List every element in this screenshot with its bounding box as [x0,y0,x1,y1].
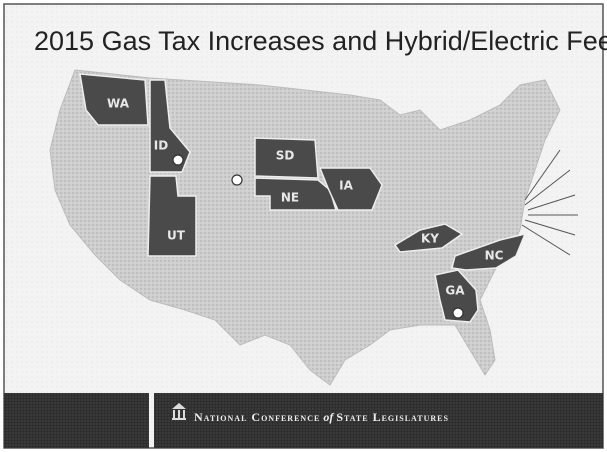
state-label: NC [485,249,504,263]
state [434,269,479,323]
state [149,79,191,173]
state-label: IA [339,179,353,193]
state-label: KY [421,232,439,246]
state [318,167,383,211]
footer-part: of [323,410,334,424]
state-label: WA [107,97,130,111]
state [79,73,149,126]
state-label: UT [167,229,186,243]
footer [154,393,603,448]
state [254,137,319,179]
footer-left [4,393,149,448]
state-label: NE [281,191,299,205]
state [254,177,338,211]
state [451,232,527,271]
logo [172,403,186,420]
callout-lines [521,149,578,256]
state-label: SD [276,149,295,163]
state-label: GA [445,284,465,298]
state [393,223,464,253]
state-label: ID [154,139,168,153]
footer-part: State Legislatures [336,410,449,424]
footer-text: National Conference of State Legislature… [194,410,449,424]
footer-part: National Conference [194,410,320,424]
fee-markers [172,154,464,319]
title: 2015 Gas Tax Increases and Hybrid/Electr… [34,26,607,56]
state [147,175,197,257]
